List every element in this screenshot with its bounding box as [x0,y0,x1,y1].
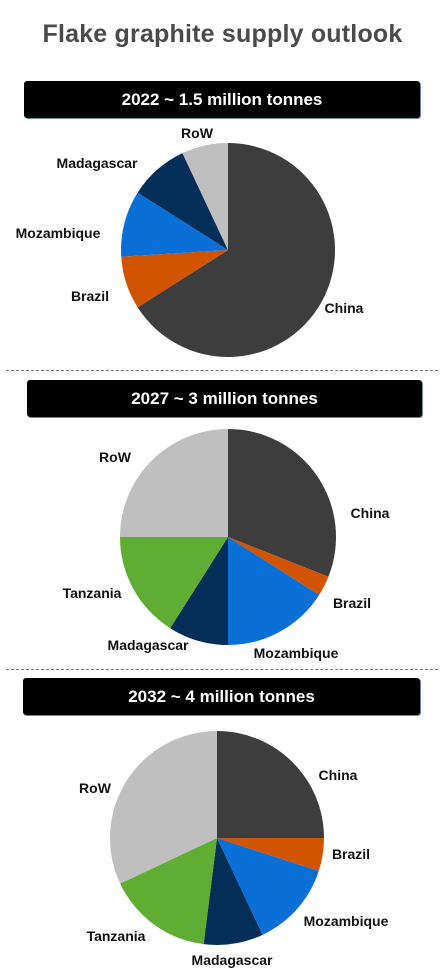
chart-2027-title-banner: 2027 ~ 3 million tonnes [27,380,422,417]
chart-2022-slice-madagascar [137,153,228,250]
chart-2032-label-mozambique: Mozambique [304,913,389,929]
chart-2022-title-banner: 2022 ~ 1.5 million tonnes [24,81,420,118]
chart-2022-label-brazil: Brazil [71,288,109,304]
chart-2032-slice-madagascar [203,838,263,946]
chart-2027-title: 2027 ~ 3 million tonnes [131,388,318,408]
chart-2027-label-mozambique: Mozambique [254,645,339,661]
chart-2032-slice-tanzania [120,838,217,945]
chart-2032-label-brazil: Brazil [332,846,370,862]
pie-chart-2032: China Brazil Mozambique Madagascar Tanzania R… [79,731,389,968]
chart-2022-label-madagascar: Madagascar [57,155,138,171]
chart-2027-label-madagascar: Madagascar [108,637,189,653]
chart-2032-label-china: China [319,767,358,783]
chart-2027-slice-china [228,429,337,577]
section-divider-2 [6,669,438,670]
section-divider-1 [6,370,438,371]
chart-2022-slice-brazil [121,250,228,308]
chart-2022-title: 2022 ~ 1.5 million tonnes [121,89,323,109]
chart-2027-label-tanzania: Tanzania [63,585,122,601]
pie-chart-2027: China Brazil Mozambique Madagascar Tanzania R… [63,429,390,661]
pie-chart-2022: China Brazil Mozambique Madagascar RoW [16,125,364,358]
chart-2022-label-china: China [325,300,364,316]
page-title: Flake graphite supply outlook [42,20,403,48]
chart-2032-label-row: RoW [79,780,112,796]
chart-2032-label-madagascar: Madagascar [192,952,273,968]
chart-2027-slice-row [120,429,228,537]
chart-2027-slice-madagascar [170,537,228,645]
chart-2032-title: 2032 ~ 4 million tonnes [128,686,315,706]
chart-2032-label-tanzania: Tanzania [87,928,146,944]
chart-2022-label-row: RoW [181,125,214,141]
chart-2032-title-banner: 2032 ~ 4 million tonnes [23,678,420,715]
chart-2027-label-china: China [351,505,390,521]
chart-2027-label-row: RoW [99,449,132,465]
chart-2027-slice-mozambique [228,537,320,645]
chart-2022-slice-china [137,143,336,358]
chart-2032-slice-brazil [217,838,324,872]
chart-2027-slice-tanzania [119,537,228,629]
chart-2027-slice-brazil [228,537,329,595]
chart-2022-slice-mozambique [120,192,228,257]
chart-2027-label-brazil: Brazil [333,595,371,611]
chart-2022-slice-row [182,143,228,250]
chart-2032-slice-row [109,731,217,884]
chart-2032-slice-mozambique [217,838,319,935]
chart-2032-slice-china [217,731,324,838]
chart-2022-label-mozambique: Mozambique [16,225,101,241]
